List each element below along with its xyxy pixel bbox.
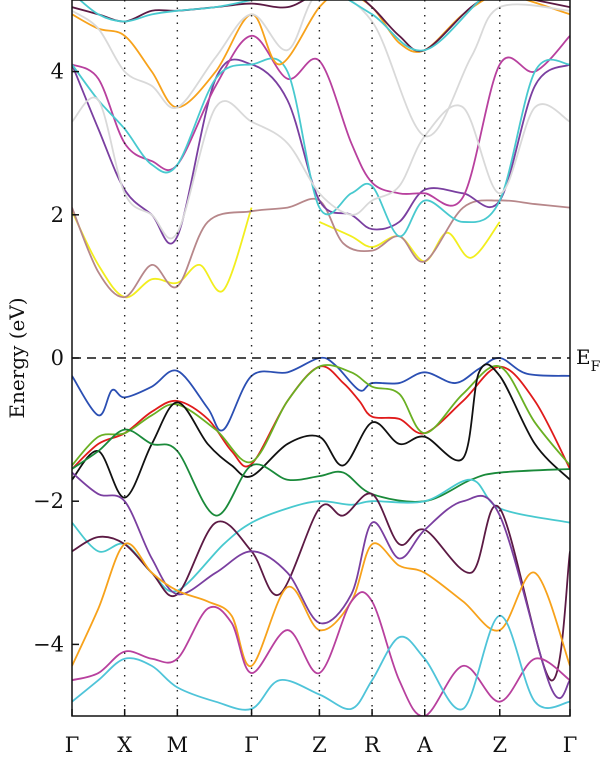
fermi-level-label: EF [576, 345, 600, 375]
x-tick-label-4: Γ [244, 733, 259, 757]
x-tick-label-1: Γ [65, 733, 80, 757]
y-tick-label-4: −2 [33, 489, 64, 513]
band-line-9 [72, 542, 570, 667]
x-tick-label-5: Z [312, 733, 327, 757]
band-line-13 [319, 221, 501, 263]
band-line-5 [72, 428, 570, 517]
band-line-17 [72, 57, 570, 238]
x-tick-label-8: Z [492, 733, 507, 757]
y-tick-label-5: −4 [33, 632, 64, 656]
band-line-20 [72, 0, 570, 137]
band-line-18 [72, 96, 570, 240]
band-line-22 [78, 0, 482, 52]
x-tick-label-6: R [364, 733, 381, 757]
y-tick-label-3: 0 [51, 346, 64, 370]
band-line-15 [72, 58, 570, 245]
band-line-21 [72, 0, 570, 53]
y-tick-label-2: 2 [51, 203, 64, 227]
band-line-8 [72, 471, 570, 699]
band-line-7 [72, 492, 570, 682]
band-line-11 [72, 614, 570, 711]
x-tick-label-3: M [167, 733, 189, 757]
x-tick-label-7: A [416, 733, 433, 757]
x-tick-label-2: X [117, 733, 132, 757]
band-line-6 [72, 478, 570, 593]
y-tick-label-1: 4 [51, 60, 64, 84]
band-line-1 [72, 356, 570, 432]
band-lines [72, 0, 570, 716]
band-line-12 [72, 207, 253, 299]
x-tick-label-9: Γ [563, 733, 578, 757]
y-axis-label: Energy (eV) [5, 297, 29, 418]
band-line-16 [72, 34, 570, 207]
y-axis-ticks: 4 2 0 −2 −4 [33, 60, 79, 656]
band-line-10 [72, 591, 570, 716]
fermi-label-sub: F [591, 359, 600, 375]
band-line-4 [72, 363, 570, 499]
fermi-label-main: E [576, 345, 591, 369]
